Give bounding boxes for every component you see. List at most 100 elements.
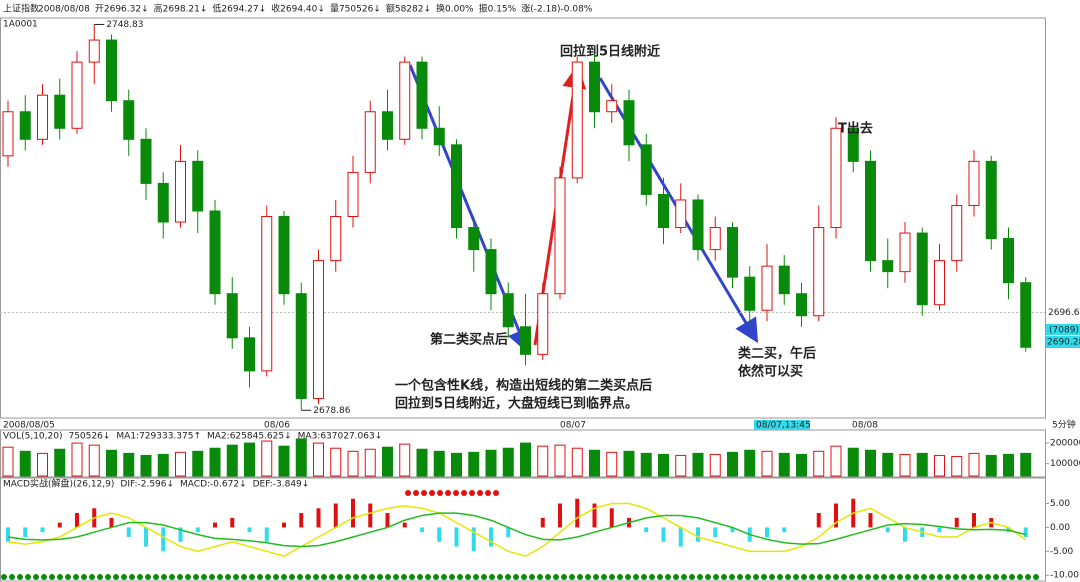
volume-bar	[882, 452, 894, 477]
macd-bar	[247, 527, 252, 533]
candle-body	[692, 199, 704, 251]
macd-bar	[765, 527, 769, 537]
signal-dot	[161, 574, 167, 580]
candle-body	[951, 204, 963, 262]
signal-dot	[417, 574, 423, 580]
macd-bar	[592, 503, 597, 528]
signal-dot	[593, 574, 599, 580]
signal-dot	[361, 574, 367, 580]
macd-stat: MACD:-0.672↓	[180, 480, 247, 490]
signal-dot	[545, 574, 551, 580]
signal-dot	[481, 574, 487, 580]
signal-dot	[201, 574, 207, 580]
signal-dot	[817, 574, 823, 580]
signal-dot	[217, 574, 223, 580]
volume-bar	[123, 452, 135, 477]
date-label: 08/06	[264, 421, 290, 431]
signal-dot	[625, 574, 631, 580]
candle-body	[226, 293, 238, 339]
volume-bar	[899, 453, 911, 477]
signal-dot	[561, 574, 567, 580]
volume-flag: (7089)	[1049, 326, 1079, 336]
signal-dot	[337, 574, 343, 580]
candle-body	[364, 111, 376, 173]
low-label: 2678.86	[313, 406, 350, 416]
volume-bar	[71, 442, 83, 477]
candle-body	[520, 326, 531, 355]
signal-dot	[241, 574, 247, 580]
candle-body	[865, 160, 876, 262]
signal-dot	[945, 574, 951, 580]
volume-bar	[209, 447, 221, 477]
signal-dot	[617, 574, 623, 580]
signal-dot	[89, 574, 95, 580]
macd-bar	[972, 513, 976, 528]
signal-dot	[305, 574, 311, 580]
volume-bar	[934, 454, 945, 477]
macd-stat: DIF:-2.596↓	[120, 480, 174, 490]
candle-body	[847, 127, 859, 162]
macd-bar	[57, 522, 62, 528]
signal-dot	[485, 490, 491, 496]
macd-bar	[661, 527, 666, 542]
header-item: 额58282↓	[386, 3, 431, 15]
signal-dot	[745, 574, 751, 580]
volume-bar	[778, 452, 790, 477]
signal-dot	[297, 574, 303, 580]
candle-body	[313, 260, 324, 399]
macd-bar	[834, 503, 838, 528]
y-tick-label: 200000	[1050, 439, 1080, 449]
signal-dot	[137, 574, 143, 580]
signal-dot	[437, 490, 443, 496]
signal-dot	[17, 574, 23, 580]
y-tick-label: -10.00	[1050, 571, 1079, 581]
macd-bar	[506, 527, 511, 537]
price-panel	[0, 17, 1046, 419]
signal-dot	[649, 574, 655, 580]
signal-dot	[425, 574, 431, 580]
macd-line	[7, 502, 1027, 557]
volume-bar	[502, 447, 514, 477]
signal-dot	[433, 574, 439, 580]
volume-bar	[796, 453, 807, 477]
header-item: 量750526↓	[330, 4, 381, 15]
candle-body	[19, 111, 31, 140]
signal-dot	[185, 574, 191, 580]
signal-dot	[9, 574, 15, 580]
signal-dot	[761, 574, 767, 580]
header-item: 2008/08/08	[38, 5, 90, 15]
candle-body	[606, 100, 618, 113]
signal-dot	[689, 574, 695, 580]
macd-bar	[437, 527, 442, 542]
candle-body	[2, 111, 14, 157]
signal-dot	[865, 574, 871, 580]
macd-bar	[954, 517, 959, 528]
candle-body	[54, 94, 66, 129]
signal-dot	[25, 574, 31, 580]
signal-dot	[57, 574, 63, 580]
macd-bar	[782, 527, 787, 533]
signal-dot	[697, 574, 703, 580]
signal-dot	[65, 574, 71, 580]
candle-body	[88, 39, 100, 63]
macd-bar	[144, 527, 148, 547]
code: 1A0001	[3, 20, 38, 30]
signal-dot	[905, 574, 911, 580]
candle-body	[485, 249, 497, 295]
signal-dot	[753, 574, 759, 580]
volume-bar	[261, 440, 273, 477]
volume-bar	[623, 450, 635, 477]
macd-bar	[678, 527, 683, 547]
candle-body	[554, 177, 566, 295]
signal-dot	[841, 574, 847, 580]
macd-panel	[0, 477, 1046, 582]
candle-body	[278, 216, 290, 295]
volume-bar	[433, 450, 445, 477]
signal-dot	[177, 574, 183, 580]
candle-body	[916, 232, 928, 306]
macd-bar	[609, 508, 614, 528]
volume-bar	[675, 454, 687, 477]
date-label: 08/08	[852, 421, 878, 431]
volume-bar	[916, 452, 928, 477]
